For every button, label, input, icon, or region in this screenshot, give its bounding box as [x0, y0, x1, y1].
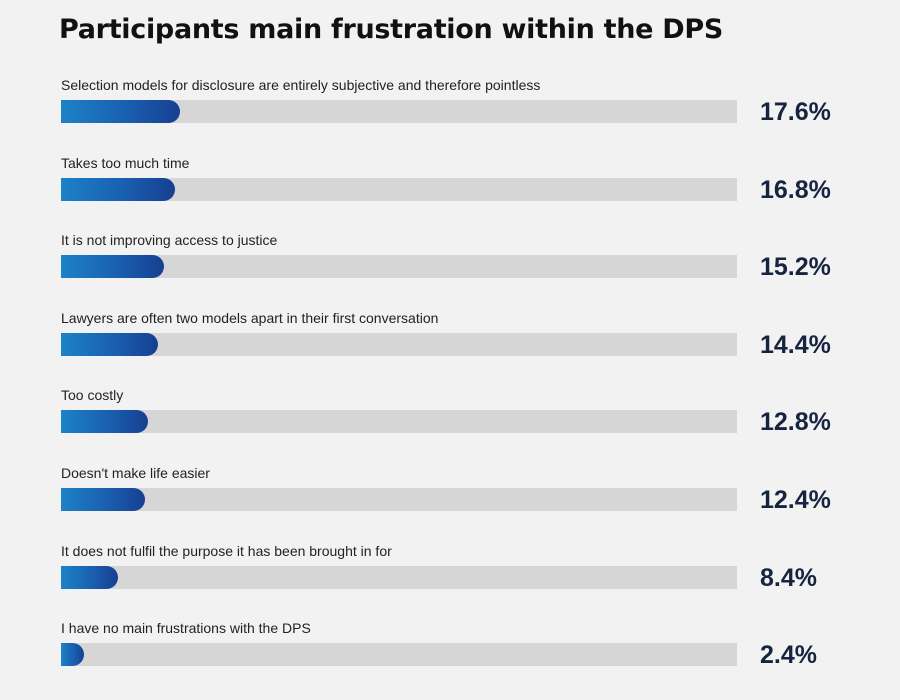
category-label: I have no main frustrations with the DPS [61, 620, 311, 637]
bar-track [61, 410, 737, 434]
category-label: Takes too much time [61, 154, 190, 171]
bar-track [61, 332, 737, 356]
bar-fill [61, 332, 159, 356]
category-label: Lawyers are often two models apart in th… [61, 309, 439, 326]
value-label: 15.2% [760, 253, 831, 282]
bar-track [61, 255, 737, 279]
bar-fill [61, 100, 180, 123]
value-label: 16.8% [760, 175, 831, 204]
bar-track [61, 177, 737, 201]
bar-row: Selection models for disclosure are enti… [0, 76, 900, 138]
category-label: It is not improving access to justice [61, 232, 278, 249]
bar-row: Doesn't make life easier 12.4% [0, 464, 900, 526]
bar-track [61, 100, 737, 123]
value-label: 12.4% [760, 486, 831, 514]
bar-fill [61, 177, 175, 201]
bar-fill [61, 643, 84, 667]
bar-track [61, 643, 737, 667]
bar-row: Lawyers are often two models apart in th… [0, 309, 900, 371]
bar-row: Takes too much time 16.8% [0, 154, 900, 216]
value-label: 8.4% [760, 563, 817, 592]
bar-row: Too costly 12.8% [0, 386, 900, 448]
bar-track [61, 565, 737, 589]
bar-fill [61, 565, 118, 589]
category-label: Too costly [61, 387, 124, 404]
bar-track [61, 488, 737, 511]
category-label: Doesn't make life easier [61, 465, 210, 481]
chart-title: Participants main frustration within the… [59, 14, 724, 45]
bar-fill [61, 488, 145, 511]
bar-fill [61, 410, 148, 434]
value-label: 12.8% [760, 408, 831, 437]
category-label: Selection models for disclosure are enti… [61, 77, 541, 93]
category-label: It does not fulfil the purpose it has be… [61, 542, 392, 559]
bar-fill [61, 255, 164, 279]
value-label: 2.4% [760, 641, 817, 670]
bar-row: It does not fulfil the purpose it has be… [0, 542, 900, 604]
value-label: 14.4% [760, 330, 831, 359]
value-label: 17.6% [760, 98, 831, 126]
bar-row: It is not improving access to justice 15.… [0, 231, 900, 293]
bar-row: I have no main frustrations with the DPS… [0, 619, 900, 681]
